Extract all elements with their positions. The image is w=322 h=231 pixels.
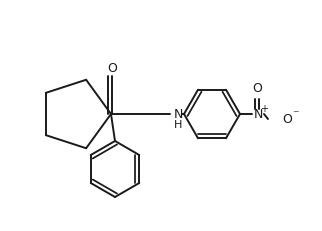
Text: O: O — [282, 113, 292, 126]
Text: N: N — [174, 108, 183, 121]
Text: O: O — [252, 82, 262, 95]
Text: ⁻: ⁻ — [292, 108, 298, 121]
Text: +: + — [260, 103, 268, 113]
Text: N: N — [253, 108, 263, 121]
Text: H: H — [174, 119, 182, 129]
Text: O: O — [107, 62, 117, 75]
